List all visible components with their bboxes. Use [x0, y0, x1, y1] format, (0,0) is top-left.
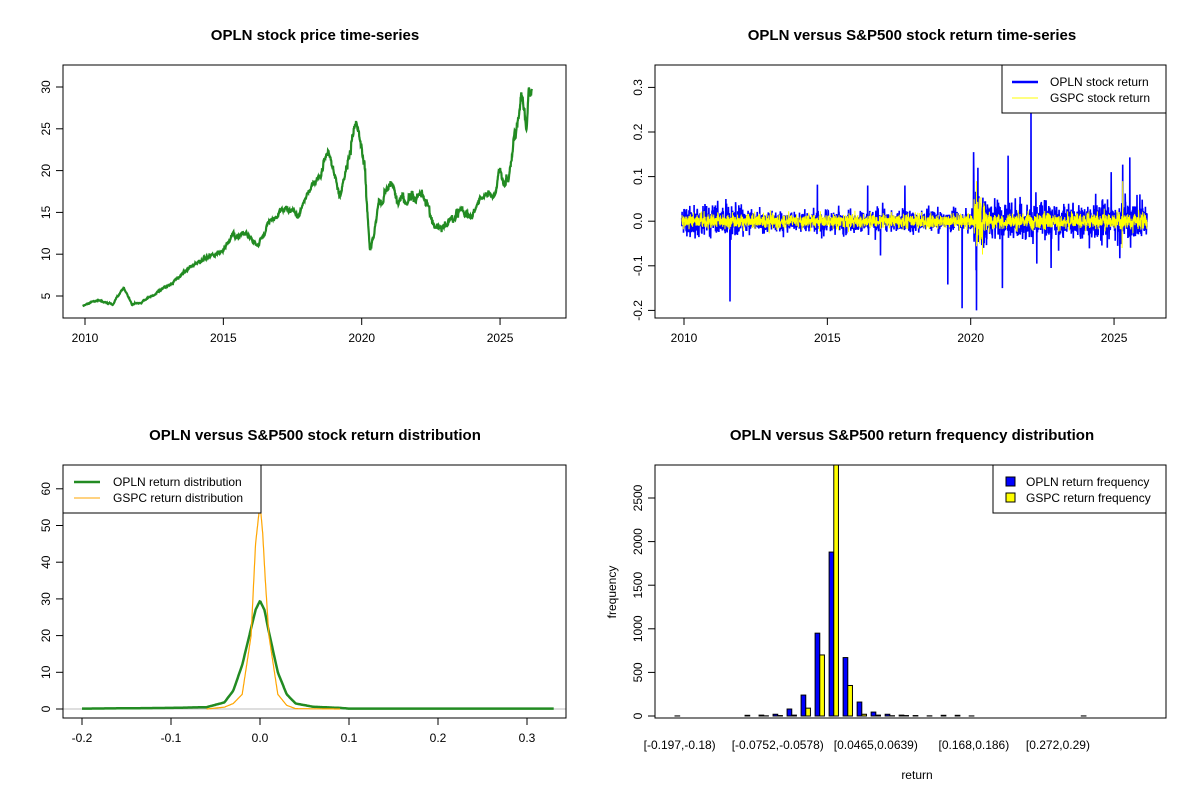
chart-title: OPLN stock price time-series [211, 27, 419, 44]
opln-bar [870, 711, 877, 717]
gspc-bar [847, 684, 853, 717]
y-tick-label: 30 [39, 80, 53, 94]
x-tick-label: -0.1 [161, 731, 182, 745]
y-tick-label: 0.1 [631, 168, 645, 185]
chart-title: OPLN versus S&P500 return frequency dist… [730, 427, 1094, 444]
x-tick-label: 2015 [210, 331, 237, 345]
legend-swatch-opln [1005, 476, 1016, 487]
legend-label: OPLN return frequency [1026, 475, 1149, 489]
x-tick-label: -0.2 [72, 731, 93, 745]
return-density-chart: OPLN versus S&P500 stock return distribu… [39, 427, 567, 745]
x-tick-label: 0.2 [430, 731, 447, 745]
price-chart: OPLN stock price time-series 2010 2015 202… [39, 27, 567, 345]
x-tick-label: 2025 [1101, 331, 1128, 345]
y-tick-label: 40 [39, 555, 53, 569]
gspc-bar [861, 713, 867, 717]
opln-bar [884, 713, 891, 717]
opln-bar [842, 657, 849, 717]
y-tick-label: 500 [631, 662, 645, 682]
opln-bar [800, 694, 807, 717]
x-tick-label: 0.3 [519, 731, 536, 745]
y-tick-label: 1000 [631, 615, 645, 642]
y-tick-label: 0.2 [631, 123, 645, 140]
y-tick-label: 0.0 [631, 213, 645, 230]
y-tick-label: 60 [39, 482, 53, 496]
y-tick-label: 10 [39, 247, 53, 261]
x-tick-label: 2015 [814, 331, 841, 345]
y-tick-label: -0.1 [631, 255, 645, 276]
y-tick-label: 30 [39, 592, 53, 606]
y-tick-label: 2000 [631, 528, 645, 555]
y-tick-label: 50 [39, 519, 53, 533]
x-tick-label: [-0.197,-0.18) [644, 738, 716, 752]
x-tick-label: 2010 [72, 331, 99, 345]
plot-frame [654, 64, 1167, 319]
x-tick-label: 0.1 [341, 731, 358, 745]
legend: OPLN stock return GSPC stock return [1001, 64, 1167, 114]
gspc-density-line [206, 503, 341, 710]
legend-label: OPLN stock return [1050, 75, 1149, 89]
y-tick-label: 1500 [631, 572, 645, 599]
y-tick-label: -0.2 [631, 300, 645, 321]
gspc-bar [819, 654, 825, 717]
opln-bar [940, 714, 947, 717]
opln-bar [744, 714, 751, 717]
y-tick-label: 20 [39, 164, 53, 178]
y-tick-label: 20 [39, 629, 53, 643]
gspc-bar [805, 707, 811, 717]
gspc-bar [833, 465, 839, 717]
y-tick-label: 0 [39, 705, 53, 712]
legend-label: OPLN return distribution [113, 475, 242, 489]
opln-bar [772, 713, 779, 717]
y-tick-label: 5 [39, 292, 53, 299]
x-tick-label: 2020 [348, 331, 375, 345]
return-timeseries-chart: OPLN versus S&P500 stock return time-ser… [631, 27, 1167, 345]
x-tick-label: 2025 [487, 331, 514, 345]
opln-density-line [82, 599, 554, 710]
gspc-bar [875, 714, 881, 717]
y-tick-label: 10 [39, 665, 53, 679]
legend-label: GSPC return frequency [1026, 491, 1151, 505]
chart-title: OPLN versus S&P500 stock return distribu… [149, 427, 481, 444]
return-histogram-chart: OPLN versus S&P500 return frequency dist… [605, 427, 1167, 782]
x-axis-label: return [901, 768, 932, 782]
price-line [82, 87, 533, 308]
plot-frame [62, 64, 567, 319]
legend-swatch-gspc [1005, 492, 1016, 503]
opln-bar [898, 714, 905, 717]
y-tick-label: 15 [39, 205, 53, 219]
plot-frame [62, 464, 567, 719]
x-tick-label: [0.0465,0.0639) [834, 738, 918, 752]
legend: OPLN return distribution GSPC return dis… [62, 464, 262, 514]
x-tick-label: 0.0 [252, 731, 269, 745]
opln-bar [814, 632, 821, 717]
gspc-bar [791, 714, 797, 717]
plot-frame [654, 464, 1167, 719]
gspc-return-line [681, 181, 1148, 255]
opln-bar [828, 551, 835, 717]
y-tick-label: 25 [39, 122, 53, 136]
x-tick-label: [0.168,0.186) [939, 738, 1010, 752]
y-tick-label: 2500 [631, 484, 645, 511]
legend-label: GSPC return distribution [113, 491, 243, 505]
opln-bar [856, 701, 863, 717]
opln-bar [786, 708, 793, 717]
legend: OPLN return frequency GSPC return freque… [992, 464, 1167, 514]
y-tick-label: 0.3 [631, 79, 645, 96]
x-tick-label: [-0.0752,-0.0578) [732, 738, 824, 752]
opln-bar [954, 714, 961, 717]
opln-bar [758, 714, 765, 717]
x-tick-label: [0.272,0.29) [1026, 738, 1090, 752]
y-tick-label: 0 [631, 712, 645, 719]
y-axis-label: frequency [605, 566, 619, 619]
x-tick-label: 2020 [957, 331, 984, 345]
legend-label: GSPC stock return [1050, 91, 1150, 105]
chart-title: OPLN versus S&P500 stock return time-ser… [748, 27, 1076, 44]
x-tick-label: 2010 [671, 331, 698, 345]
